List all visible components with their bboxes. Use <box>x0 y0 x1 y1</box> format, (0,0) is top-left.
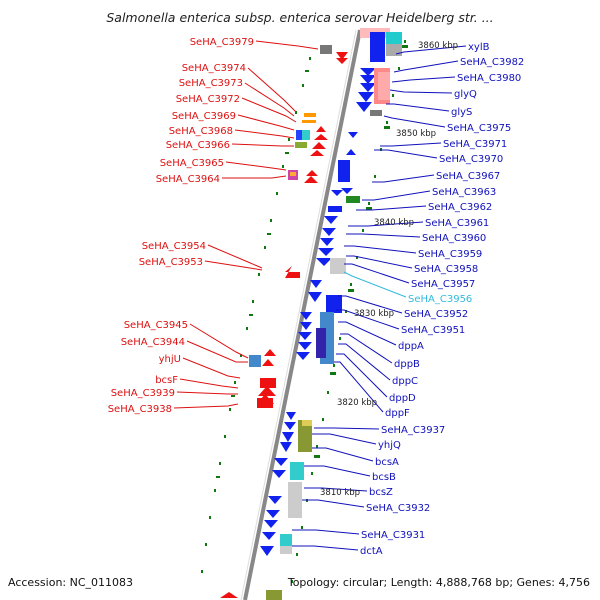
map-title: Salmonella enterica subsp. enterica sero… <box>106 10 493 25</box>
gene-label[interactable]: yhjU <box>159 354 181 365</box>
gene-label[interactable]: SeHA_C3966 <box>166 140 230 151</box>
gene-label[interactable]: dctA <box>360 546 383 557</box>
kbp-label: 3840 kbp <box>374 218 414 228</box>
gene-label[interactable]: SeHA_C3973 <box>179 78 243 89</box>
gene-label[interactable]: dppA <box>398 341 424 352</box>
gene-label[interactable]: glyS <box>451 107 472 118</box>
gene-label[interactable]: SeHA_C3964 <box>156 174 220 185</box>
gene-label[interactable]: yhjQ <box>378 440 401 451</box>
right-label-leaders <box>292 45 467 551</box>
gene-label[interactable]: dppD <box>389 393 416 404</box>
gene-label[interactable]: SeHA_C3958 <box>414 264 478 275</box>
kbp-label: 3860 kbp <box>418 41 458 51</box>
gene-label[interactable]: SeHA_C3939 <box>111 388 175 399</box>
forward-strand-genes[interactable] <box>249 45 348 408</box>
kbp-label: 3820 kbp <box>337 398 377 408</box>
gene-label[interactable]: SeHA_C3944 <box>121 337 185 348</box>
gene-label[interactable]: SeHA_C3961 <box>425 218 489 229</box>
left-gene-labels[interactable]: SeHA_C3979 SeHA_C3974 SeHA_C3973 SeHA_C3… <box>108 37 254 415</box>
gene-label[interactable]: SeHA_C3951 <box>401 325 465 336</box>
gene-label[interactable]: SeHA_C3938 <box>108 404 172 415</box>
gene-label[interactable]: SeHA_C3975 <box>447 123 511 134</box>
topology-label: Topology: circular; Length: 4,888,768 bp… <box>287 576 590 589</box>
gene-label[interactable]: SeHA_C3952 <box>404 309 468 320</box>
gene-label[interactable]: SeHA_C3954 <box>142 241 206 252</box>
kbp-scale-labels: 3860 kbp 3850 kbp 3840 kbp 3830 kbp 3820… <box>320 41 458 498</box>
gene-label[interactable]: SeHA_C3932 <box>366 503 430 514</box>
gene-label[interactable]: dppF <box>385 408 410 419</box>
outer-scale-ticks <box>201 57 311 573</box>
gene-label[interactable]: SeHA_C3963 <box>432 187 496 198</box>
reverse-strand-genes[interactable] <box>220 28 402 600</box>
accession-label: Accession: NC_011083 <box>8 576 133 589</box>
gene-label[interactable]: SeHA_C3972 <box>176 94 240 105</box>
gene-label[interactable]: SeHA_C3979 <box>190 37 254 48</box>
left-label-leaders <box>173 40 319 409</box>
gene-label[interactable]: SeHA_C3967 <box>436 171 500 182</box>
gene-label[interactable]: SeHA_C3931 <box>361 530 425 541</box>
kbp-label: 3850 kbp <box>396 129 436 139</box>
gene-label[interactable]: SeHA_C3971 <box>443 139 507 150</box>
gene-label[interactable]: SeHA_C3965 <box>160 158 224 169</box>
gene-label[interactable]: SeHA_C3982 <box>460 57 524 68</box>
gene-label[interactable]: xylB <box>468 42 490 53</box>
gene-label[interactable]: SeHA_C3970 <box>439 154 503 165</box>
kbp-label: 3830 kbp <box>354 309 394 319</box>
gene-label[interactable]: dppC <box>392 376 418 387</box>
gene-label[interactable]: glyQ <box>454 89 477 100</box>
gene-label[interactable]: SeHA_C3969 <box>172 111 236 122</box>
gene-label[interactable]: SeHA_C3957 <box>411 279 475 290</box>
kbp-label: 3810 kbp <box>320 488 360 498</box>
gene-label-highlighted[interactable]: SeHA_C3956 <box>408 294 472 305</box>
gene-label[interactable]: SeHA_C3960 <box>422 233 486 244</box>
gene-label[interactable]: SeHA_C3959 <box>418 249 482 260</box>
right-gene-labels[interactable]: xylB SeHA_C3982 SeHA_C3980 glyQ glyS SeH… <box>360 42 524 557</box>
gene-label[interactable]: SeHA_C3962 <box>428 202 492 213</box>
gene-label[interactable]: SeHA_C3968 <box>169 126 233 137</box>
gene-label[interactable]: SeHA_C3980 <box>457 73 521 84</box>
gene-label[interactable]: SeHA_C3937 <box>381 425 445 436</box>
gene-label[interactable]: bcsZ <box>369 487 393 498</box>
gene-label[interactable]: dppB <box>394 359 420 370</box>
gene-label[interactable]: bcsF <box>155 375 178 386</box>
gene-label[interactable]: SeHA_C3974 <box>182 63 246 74</box>
gene-label[interactable]: bcsA <box>375 457 399 468</box>
gene-label[interactable]: SeHA_C3953 <box>139 257 203 268</box>
gene-label[interactable]: bcsB <box>372 472 396 483</box>
gene-label[interactable]: SeHA_C3945 <box>124 320 188 331</box>
